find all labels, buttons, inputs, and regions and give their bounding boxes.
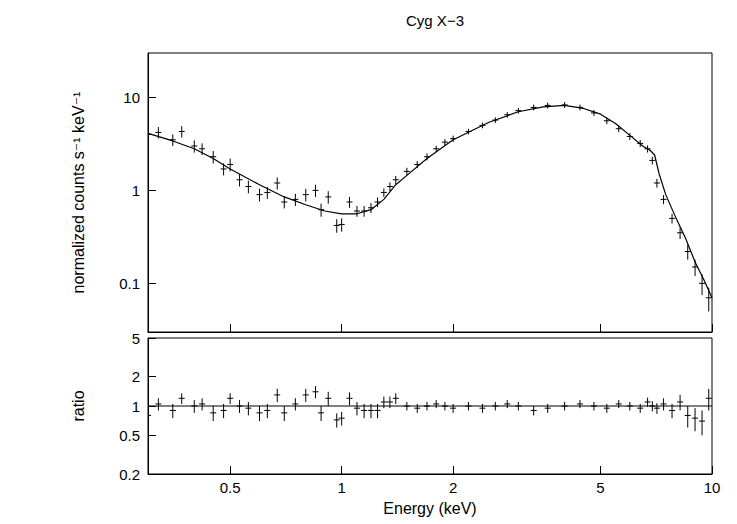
svg-text:2: 2 xyxy=(449,479,457,496)
svg-text:ratio: ratio xyxy=(70,390,87,421)
svg-text:normalized counts s⁻¹ keV⁻¹: normalized counts s⁻¹ keV⁻¹ xyxy=(70,92,87,294)
svg-text:Cyg X−3: Cyg X−3 xyxy=(406,12,464,29)
svg-text:1: 1 xyxy=(337,479,345,496)
svg-text:1: 1 xyxy=(132,398,140,415)
svg-text:0.5: 0.5 xyxy=(119,427,140,444)
svg-text:1: 1 xyxy=(132,182,140,199)
svg-text:2: 2 xyxy=(132,368,140,385)
svg-text:Energy (keV): Energy (keV) xyxy=(383,500,476,517)
svg-text:0.5: 0.5 xyxy=(220,479,241,496)
svg-text:0.1: 0.1 xyxy=(119,275,140,292)
svg-text:10: 10 xyxy=(123,89,140,106)
svg-text:5: 5 xyxy=(132,330,140,347)
svg-text:5: 5 xyxy=(596,479,604,496)
svg-text:10: 10 xyxy=(704,479,721,496)
svg-text:0.2: 0.2 xyxy=(119,466,140,483)
